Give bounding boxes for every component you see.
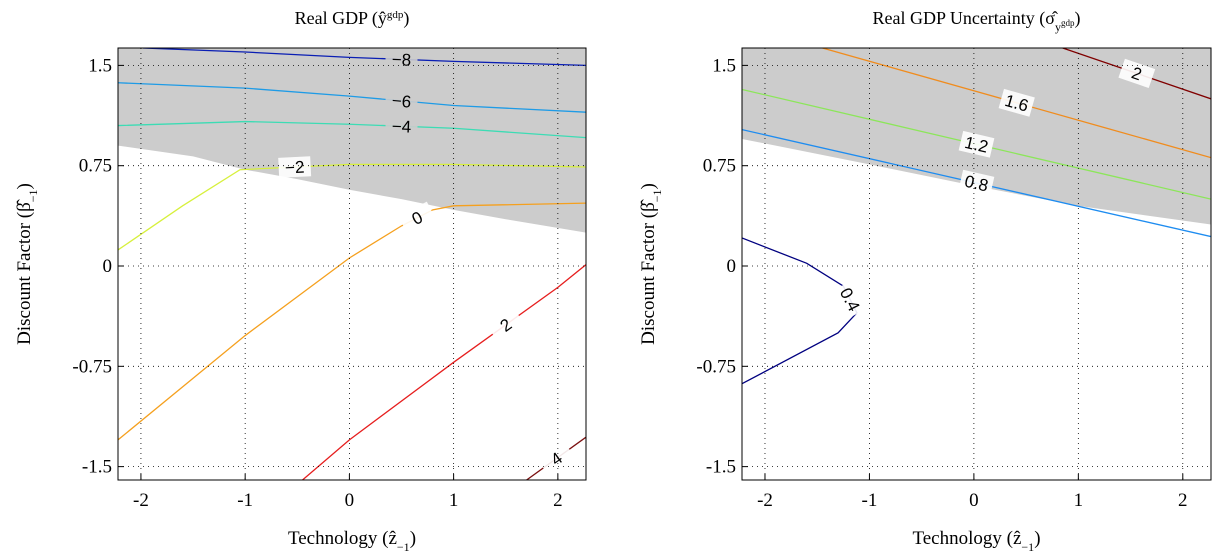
y-tick-label: -0.75 [72, 356, 112, 377]
y-axis-label: Discount Factor (β̂−1) [14, 183, 40, 345]
contour-label-group: 4 [537, 441, 576, 477]
x-tick-label: 0 [345, 490, 355, 511]
y-tick-label: -0.75 [696, 356, 736, 377]
y-axis-label-part: Discount Factor (β̂ [638, 199, 659, 345]
x-tick-label: -2 [133, 490, 149, 511]
contour-label: 1.2 [963, 133, 990, 157]
x-axis-label-part: ) [410, 528, 416, 549]
contour-label-group: −8 [385, 48, 418, 70]
contour-label: −8 [391, 50, 411, 70]
contour-line [142, 48, 586, 67]
chart-title: Real GDP (ŷgdp) [295, 8, 410, 29]
y-tick-label: 1.5 [712, 55, 736, 76]
y-axis-label: Discount Factor (β̂−1) [638, 183, 664, 345]
contour-label-bg [958, 130, 995, 158]
contour-label-group: −2 [278, 156, 312, 178]
x-tick-label: -2 [757, 490, 773, 511]
y-axis-label-part: Discount Factor (β̂ [14, 199, 35, 345]
x-axis-label-part: ) [1034, 528, 1040, 549]
x-tick-label: -1 [862, 490, 878, 511]
contour-label-group: 0 [398, 201, 436, 235]
y-axis-label-part: ) [638, 183, 659, 189]
contour-label-bg [384, 89, 419, 113]
contour-label-group: −6 [384, 89, 419, 113]
contour-label-group: 2 [1118, 58, 1156, 89]
y-tick-label: 0.75 [79, 156, 112, 177]
contour-label-bg [385, 115, 418, 137]
chart-title-part: gdp [387, 9, 404, 21]
contour-label: −4 [391, 117, 411, 137]
x-tick-label: 1 [1074, 490, 1084, 511]
x-tick-label: 2 [553, 490, 563, 511]
y-tick-label: 0 [727, 256, 737, 277]
contour-label: 0.8 [963, 172, 990, 196]
contour-label-group: 2 [486, 307, 525, 343]
contour-label-bg [958, 169, 995, 197]
x-axis-label-part: Technology (ẑ [288, 528, 397, 549]
contour-line [118, 120, 586, 139]
chart-title-part: Real GDP Uncertainty (σ̂ [873, 8, 1058, 29]
x-axis-label: Technology (ẑ−1) [912, 528, 1040, 554]
contour-label-bg [398, 201, 436, 235]
chart-title-part: Real GDP (ŷ [295, 8, 387, 29]
y-tick-label: 1.5 [88, 55, 112, 76]
y-axis-label-part: ) [14, 183, 35, 189]
chart-title-part: gdp [1061, 18, 1075, 28]
y-tick-label: -1.5 [706, 457, 736, 478]
y-axis-label-part: −1 [650, 189, 664, 202]
chart-title: Real GDP Uncertainty (σ̂ygdp) [873, 8, 1081, 34]
contour-label-group: 1.2 [958, 130, 995, 158]
contour-line [742, 237, 858, 385]
x-tick-label: 2 [1178, 490, 1188, 511]
contour-label: −2 [285, 158, 305, 178]
contour-label-bg [486, 307, 525, 343]
contour-label-bg [1118, 58, 1156, 89]
axes-frame [741, 47, 1212, 481]
x-tick-label: 0 [969, 490, 979, 511]
contour-label-bg [998, 88, 1035, 117]
contour-label-bg [385, 48, 418, 70]
chart-title-part: ) [403, 8, 409, 29]
contour-line [118, 82, 586, 113]
contour-label: −6 [391, 91, 412, 112]
y-tick-label: -1.5 [82, 457, 112, 478]
plot-area: −8 −6 −4 −2 0 2 4 [118, 48, 586, 480]
x-axis-label-part: −1 [397, 540, 410, 554]
x-tick-label: -1 [237, 490, 253, 511]
contour-label-bg [537, 441, 576, 477]
plot-area: 21.61.20.80.4 [742, 48, 1211, 385]
contour-label-group: 0.8 [958, 169, 995, 197]
contour-line [118, 202, 586, 441]
contour-label-bg [833, 280, 867, 319]
contour-label-group: −4 [385, 115, 418, 137]
contour-label-group: 0.4 [833, 280, 867, 319]
x-axis-label-part: −1 [1021, 540, 1034, 554]
x-axis-label-part: Technology (ẑ [912, 528, 1021, 549]
contour-label-bg [278, 156, 312, 178]
y-axis-label-part: −1 [26, 189, 40, 202]
x-axis-label: Technology (ẑ−1) [288, 528, 416, 554]
axes-frame [117, 47, 587, 481]
contour-line [302, 264, 586, 480]
y-tick-label: 0 [103, 256, 113, 277]
shaded-region [118, 48, 586, 233]
y-tick-label: 0.75 [703, 156, 736, 177]
chart-title-part: ) [1075, 8, 1081, 29]
x-tick-label: 1 [449, 490, 459, 511]
chart-title-part: y [1055, 20, 1061, 34]
